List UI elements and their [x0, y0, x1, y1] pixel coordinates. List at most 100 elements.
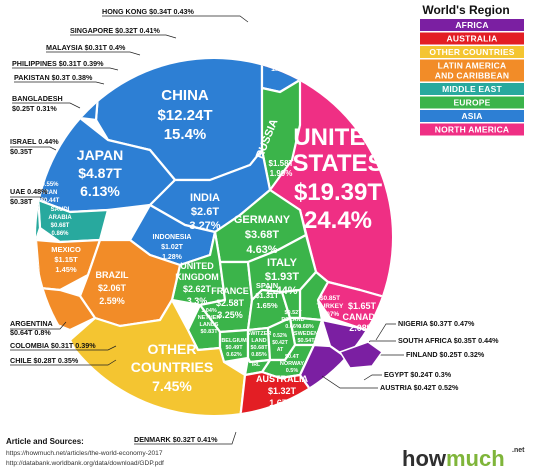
spain-label: SPAIN	[256, 281, 278, 290]
brand-how: how	[402, 446, 447, 471]
callout-uae-1: UAE 0.48%	[10, 187, 48, 196]
callout-line-austria	[321, 375, 378, 389]
spain-pct: 1.65%	[256, 301, 278, 310]
spain-gdp: $1.31T	[255, 291, 279, 300]
saudi-gdp: $0.68T	[51, 223, 70, 229]
callout-line-argentina-1	[10, 321, 67, 330]
france-pct: 3.25%	[217, 310, 243, 320]
legend-label: EUROPE	[453, 98, 490, 108]
turkey-pct: 1.07%	[321, 311, 340, 318]
callout-uae-2: $0.38T	[10, 197, 33, 206]
netherlands-label: LANDS	[200, 322, 219, 328]
brand-much: much	[446, 446, 505, 471]
callout-hong-kong: HONG KONG $0.34T 0.43%	[102, 7, 194, 16]
callout-line-chile	[10, 359, 117, 366]
south-korea-label: KOREA	[268, 48, 293, 55]
callout-nigeria: NIGERIA $0.37T 0.47%	[398, 319, 475, 328]
callout-line-colombia	[10, 345, 117, 351]
netherlands-pct: 1.04%	[201, 308, 217, 314]
china-label: CHINA	[161, 87, 209, 104]
germany-pct: 4.63%	[246, 244, 277, 256]
france-gdp: $2.58T	[216, 298, 245, 308]
callout-line-nigeria	[375, 323, 396, 341]
callout-bangladesh-1: BANGLADESH	[12, 94, 63, 103]
cell-uae-cell[interactable]	[30, 158, 42, 242]
legend-label: AND CARIBBEAN	[435, 71, 509, 81]
belgium-gdp: $0.49T	[225, 345, 243, 351]
brazil-pct: 2.59%	[99, 296, 125, 306]
usa-gdp: $19.39T	[294, 179, 382, 206]
callout-finland: FINLAND $0.25T 0.32%	[406, 350, 485, 359]
legend-items: AFRICA AUSTRALIA OTHER COUNTRIES LATIN AMER…	[420, 19, 524, 136]
sources-link-2[interactable]: http://databank.worldbank.org/data/downl…	[6, 460, 164, 467]
other-pct: 7.45%	[152, 378, 192, 394]
china-pct: 15.4%	[164, 126, 207, 143]
iran-pct: 0.55%	[41, 182, 59, 188]
switzerland-pct: 0.85%	[251, 352, 267, 358]
callout-philippines: PHILIPPINES $0.31T 0.39%	[12, 59, 104, 68]
callout-bangladesh-2: $0.25T 0.31%	[12, 104, 57, 113]
uk-label: UNITED	[180, 261, 214, 271]
iran-label: IRAN	[43, 190, 58, 196]
turkey-label: TURKEY	[317, 303, 344, 310]
thailand-gdp: $0.45T	[239, 31, 257, 37]
callout-line-denmark	[134, 431, 237, 445]
uk-pct: 3.3%	[187, 296, 208, 306]
belgium-pct: 0.62%	[226, 352, 242, 358]
legend-swatch-other-countries	[420, 46, 524, 58]
legend-swatch-north-america	[420, 123, 524, 136]
callout-line-philippines	[12, 67, 119, 71]
india-label: INDIA	[190, 192, 220, 204]
italy-pct: 2.44%	[266, 285, 297, 297]
switzerland-label: LAND	[251, 338, 266, 344]
cell-ireland[interactable]	[243, 356, 272, 377]
legend-swatch-africa	[420, 19, 524, 31]
cell-belgium[interactable]	[218, 328, 250, 364]
poland-label: POLAND	[281, 317, 304, 323]
legend-label: MIDDLE EAST	[442, 84, 502, 94]
saudi-label: SAUDI	[51, 207, 70, 213]
sweden-pct: 0.68%	[298, 324, 314, 330]
callout-egypt: EGYPT $0.24T 0.3%	[384, 370, 452, 379]
netherlands-label: NETHER	[198, 315, 221, 321]
callout-pakistan: PAKISTAN $0.3T 0.38%	[14, 73, 93, 82]
uk-gdp: $2.62T	[183, 284, 212, 294]
australia-pct: 1.67%	[269, 398, 295, 408]
callout-singapore: SINGAPORE $0.32T 0.41%	[70, 26, 160, 35]
indonesia-gdp: $1.02T	[161, 244, 184, 251]
callout-chile: CHILE $0.28T 0.35%	[10, 356, 79, 365]
japan-gdp: $4.87T	[78, 165, 122, 181]
thailand-label: THAILAND	[234, 24, 262, 30]
legend-swatch-asia	[420, 110, 524, 122]
south-korea-gdp: $1.53T	[270, 57, 293, 64]
russia-gdp: $1.58T	[269, 159, 294, 168]
callout-south-africa: SOUTH AFRICA $0.35T 0.44%	[398, 336, 499, 345]
legend-swatch-australia	[420, 32, 524, 45]
callout-austria: AUSTRIA $0.42T 0.52%	[380, 383, 459, 392]
italy-gdp: $1.93T	[265, 271, 300, 283]
legend-title: World's Region	[422, 3, 509, 17]
canada-gdp: $1.65T	[348, 301, 377, 311]
australia-label: AUSTRALIA	[256, 374, 308, 384]
usa-label: UNITED	[293, 124, 382, 151]
japan-pct: 6.13%	[80, 183, 120, 199]
mexico-gdp: $1.15T	[54, 255, 78, 264]
brand-wordmark: howmuch	[402, 446, 505, 471]
brazil-label: BRAZIL	[96, 270, 129, 280]
legend-label: LATIN AMERICA	[438, 61, 507, 71]
sources-link-1[interactable]: https://howmuch.net/articles/the-world-e…	[6, 450, 163, 457]
country-labels: UNITEDSTATES$19.39T24.4%CHINA$12.24T15.4…	[41, 24, 384, 408]
australia-gdp: $1.32T	[268, 386, 297, 396]
callout-argentina-2: $0.64T 0.8%	[10, 328, 51, 337]
cell-denmark-cell[interactable]	[150, 420, 240, 432]
africa-satellite-cell[interactable]	[338, 341, 384, 369]
sweden-label: SWEDEN	[294, 331, 318, 337]
legend-label: ASIA	[461, 111, 482, 121]
legend-swatch-middle-east	[420, 83, 524, 95]
ireland-label: IRL	[252, 362, 260, 368]
callout-line-malaysia	[46, 51, 141, 56]
other-label: COUNTRIES	[131, 359, 213, 375]
brand-net: .net	[512, 447, 525, 454]
other-label: OTHER	[148, 341, 197, 357]
